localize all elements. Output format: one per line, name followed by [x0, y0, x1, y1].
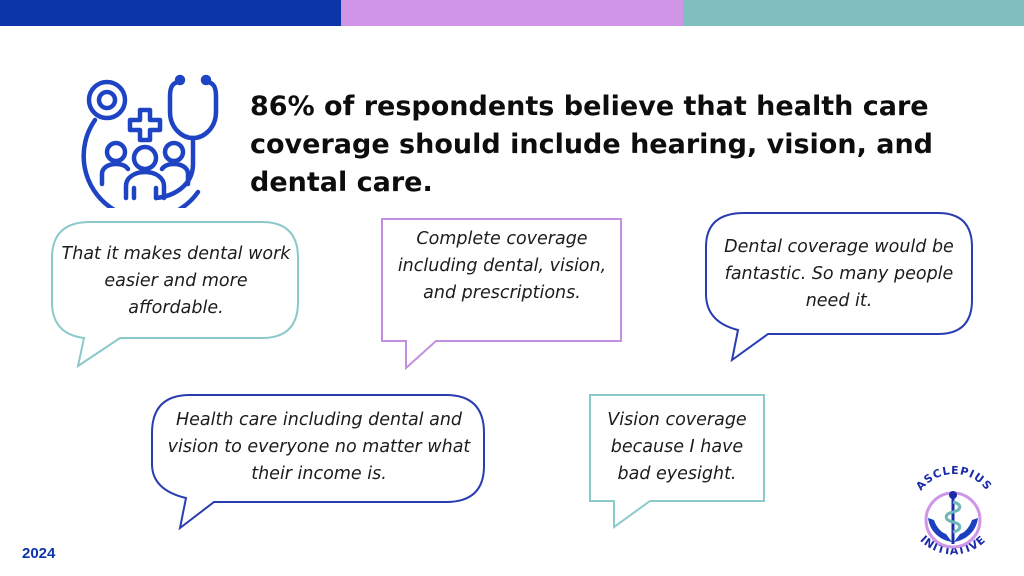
quote-dental-fantastic: Dental coverage would be fantastic. So m…	[724, 237, 954, 311]
quote-dental-affordable: That it makes dental work easier and mor…	[61, 244, 291, 318]
year-label: 2024	[22, 545, 56, 562]
caduceus-icon	[944, 491, 962, 544]
speech-bubble-lavender	[381, 218, 622, 371]
svg-text:ASCLEPIUS: ASCLEPIUS	[913, 464, 994, 493]
headline-statistic: 86% of respondents believe that health c…	[250, 91, 933, 198]
quote-complete-coverage: Complete coverage including dental, visi…	[397, 229, 607, 303]
quote-everyone-coverage: Health care including dental and vision …	[167, 410, 471, 484]
top-color-bar	[0, 0, 1024, 26]
top-bar-navy-segment	[0, 0, 341, 26]
top-bar-lavender-segment	[341, 0, 683, 26]
left-hand-icon	[928, 518, 952, 542]
asclepius-initiative-logo: ASCLEPIUS INITIATIVE	[913, 464, 994, 558]
speech-bubble-teal-2	[589, 394, 765, 529]
speech-bubble-navy-2	[151, 394, 485, 531]
right-hand-icon	[954, 518, 978, 542]
speech-bubble-teal-1	[51, 221, 299, 369]
speech-bubble-navy-1	[705, 212, 973, 363]
top-bar-teal-segment	[683, 0, 1024, 26]
health-care-group-icon	[81, 74, 219, 208]
quote-vision-eyesight: Vision coverage because I have bad eyesi…	[607, 410, 747, 484]
